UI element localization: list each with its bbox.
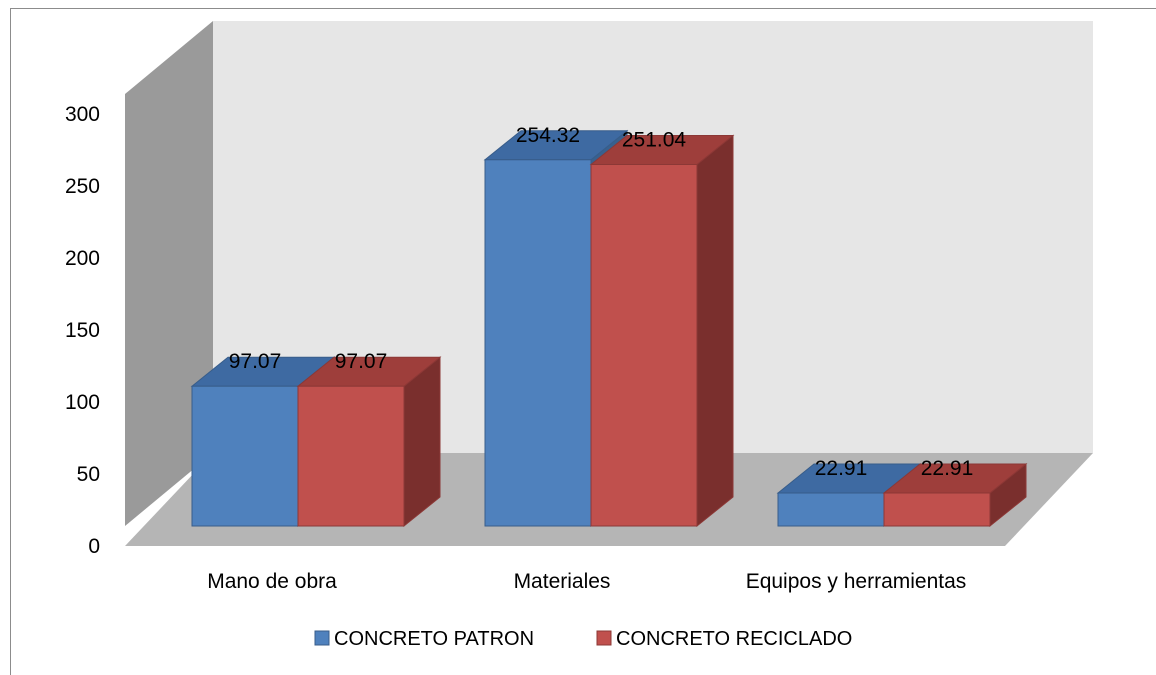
chart-frame [10,8,1156,675]
legend-swatch [596,630,612,646]
bar: 251.04 [589,129,735,528]
y-tick-label: 100 [65,391,100,414]
y-tick-label: 300 [65,103,100,126]
y-tick-label: 50 [77,463,100,486]
bars: 97.07 97.07 254.32 251.04 22.91 22.91 [190,124,1028,528]
x-tick-label: Mano de obra [207,570,337,593]
data-label: 97.07 [335,350,388,373]
data-label: 251.04 [622,129,687,152]
x-tick-label: Equipos y herramientas [746,570,967,593]
legend-label: CONCRETO RECICLADO [616,628,852,650]
bar-front [777,492,885,527]
y-tick-label: 150 [65,319,100,342]
y-axis: 0 50 100 150 200 250 300 [65,103,100,558]
bar: 22.91 [882,457,1028,528]
bar-front [297,385,405,527]
bar-side [696,134,734,528]
bar-front [191,385,299,527]
bar-side [403,356,441,528]
side-wall [125,21,213,526]
bar-front [883,492,991,527]
legend-label: CONCRETO PATRON [334,628,534,650]
data-label: 254.32 [516,124,580,147]
legend-entry: CONCRETO RECICLADO [596,628,852,650]
bar: 22.91 [776,457,922,528]
y-tick-label: 200 [65,247,100,270]
data-label: 22.91 [815,457,868,480]
data-label: 97.07 [229,350,282,373]
legend-swatch [314,630,330,646]
legend-entry: CONCRETO PATRON [314,628,534,650]
bar-front [590,164,698,527]
x-tick-label: Materiales [514,570,611,593]
data-label: 22.91 [921,457,974,480]
legend: CONCRETO PATRON CONCRETO RECICLADO [314,628,852,650]
bar-front [484,159,592,527]
bar: 97.07 [296,350,442,528]
x-axis: Mano de obra Materiales Equipos y herramie… [207,570,966,593]
y-tick-label: 0 [88,535,100,558]
y-tick-label: 250 [65,175,100,198]
